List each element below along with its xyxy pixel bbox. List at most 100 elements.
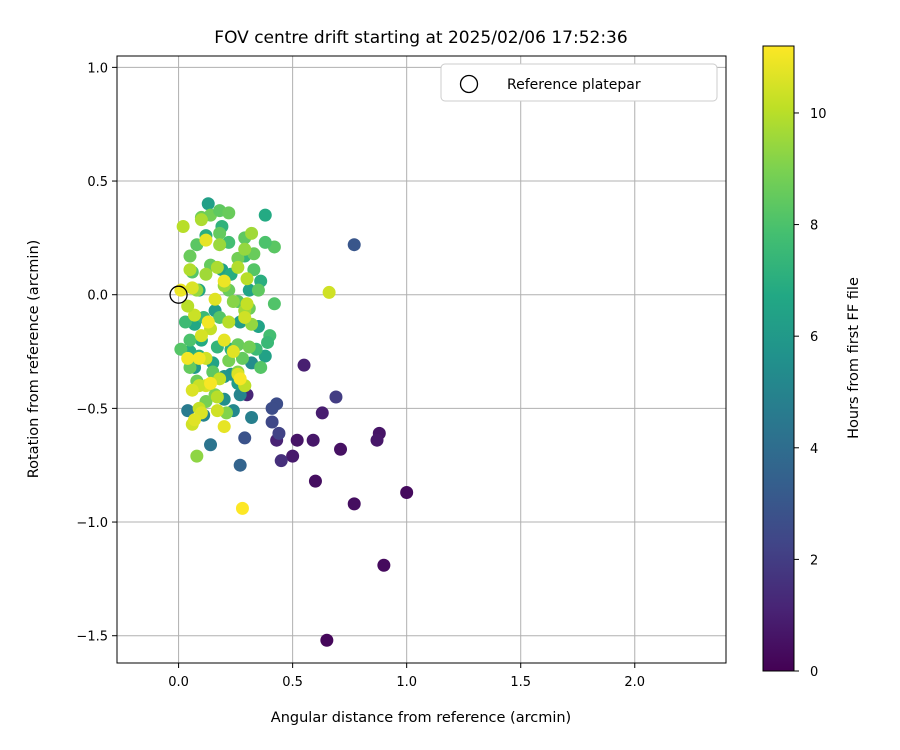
colorbar-frame [762,45,795,672]
scatter-point [238,310,252,324]
scatter-point [245,410,259,424]
scatter-point [258,208,272,222]
scatter-point [226,295,240,309]
scatter-point [322,285,336,299]
scatter-point [377,558,391,572]
scatter-point [334,442,348,456]
scatter-point [286,449,300,463]
scatter-point [233,372,247,386]
y-axis-label: Rotation from reference (arcmin) [26,240,42,479]
scatter-point [174,342,188,356]
scatter-point [226,345,240,359]
colorbar-ticks: 0 2 4 6 8 10 [794,107,827,680]
scatter-point [233,458,247,472]
colorbar [763,46,794,671]
scatter-point [231,251,245,265]
y-tick-label: −0.5 [76,402,108,417]
scatter-point [181,299,195,313]
y-tick-label: 0.0 [87,289,108,304]
scatter-point [178,315,192,329]
scatter-point [181,351,195,365]
scatter-point [222,206,236,220]
scatter-point [231,260,245,274]
scatter-point [210,390,224,404]
colorbar-tick-label: 4 [810,442,818,457]
scatter-point [204,376,218,390]
x-tick-label: 0.5 [282,675,303,690]
scatter-point [347,497,361,511]
y-tick-label: 1.0 [87,61,108,76]
scatter-point [258,235,272,249]
scatter-point [188,413,202,427]
y-tick-label: −1.5 [76,630,108,645]
plot-frame [116,55,727,664]
scatter-point [242,283,256,297]
scatter-point [242,340,256,354]
y-tick-label: 0.5 [87,175,108,190]
colorbar-tick-label: 0 [810,665,818,680]
scatter-point [188,308,202,322]
scatter-point [290,433,304,447]
scatter-point [297,358,311,372]
scatter-points [174,197,414,647]
scatter-point [222,315,236,329]
scatter-point [238,242,252,256]
scatter-point [194,329,208,343]
scatter-point [210,260,224,274]
scatter-point [183,333,197,347]
scatter-point [320,633,334,647]
scatter-point [176,220,190,234]
legend-label: Reference platepar [507,77,641,93]
scatter-point [185,383,199,397]
scatter-point [217,420,231,434]
scatter-point [238,431,252,445]
scatter-point [274,454,288,468]
scatter-point [204,438,218,452]
scatter-point [240,272,254,286]
x-tick-label: 1.5 [510,675,531,690]
legend: Reference platepar [440,63,718,102]
reference-platepar-marker [169,285,188,304]
scatter-point [217,333,231,347]
scatter-point [190,449,204,463]
scatter-point [181,404,195,418]
scatter-point [194,213,208,227]
scatter-point [245,226,259,240]
scatter-point [208,292,222,306]
x-tick-label: 0.0 [168,675,189,690]
x-tick-label: 1.0 [396,675,417,690]
legend-box [440,63,718,102]
scatter-point [265,401,279,415]
scatter-point [251,283,265,297]
scatter-point [183,249,197,263]
scatter-point [183,263,197,277]
scatter-point [261,335,275,349]
scatter-point [201,197,215,211]
y-tick-label: −1.0 [76,516,108,531]
scatter-point [235,501,249,515]
scatter-point [247,263,261,277]
scatter-point [329,390,343,404]
y-axis-ticks: 1.0 0.5 0.0 −0.5 −1.0 −1.5 [76,61,117,645]
scatter-point [201,315,215,329]
scatter-point [370,433,384,447]
scatter-point [213,226,227,240]
scatter-point [400,485,414,499]
colorbar-tick-label: 8 [810,219,818,234]
scatter-point [347,238,361,252]
scatter-point [217,274,231,288]
scatter-point [192,351,206,365]
scatter-point [199,233,213,247]
scatter-point [185,281,199,295]
colorbar-label: Hours from first FF file [846,277,862,439]
scatter-point [267,297,281,311]
scatter-point [199,267,213,281]
chart-title: FOV centre drift starting at 2025/02/06 … [214,28,627,48]
scatter-point [258,349,272,363]
plot-area-background [117,56,726,663]
x-axis-label: Angular distance from reference (arcmin) [271,710,571,726]
scatter-point [265,415,279,429]
x-axis-ticks: 0.0 0.5 1.0 1.5 2.0 [168,663,645,690]
colorbar-tick-label: 6 [810,330,818,345]
